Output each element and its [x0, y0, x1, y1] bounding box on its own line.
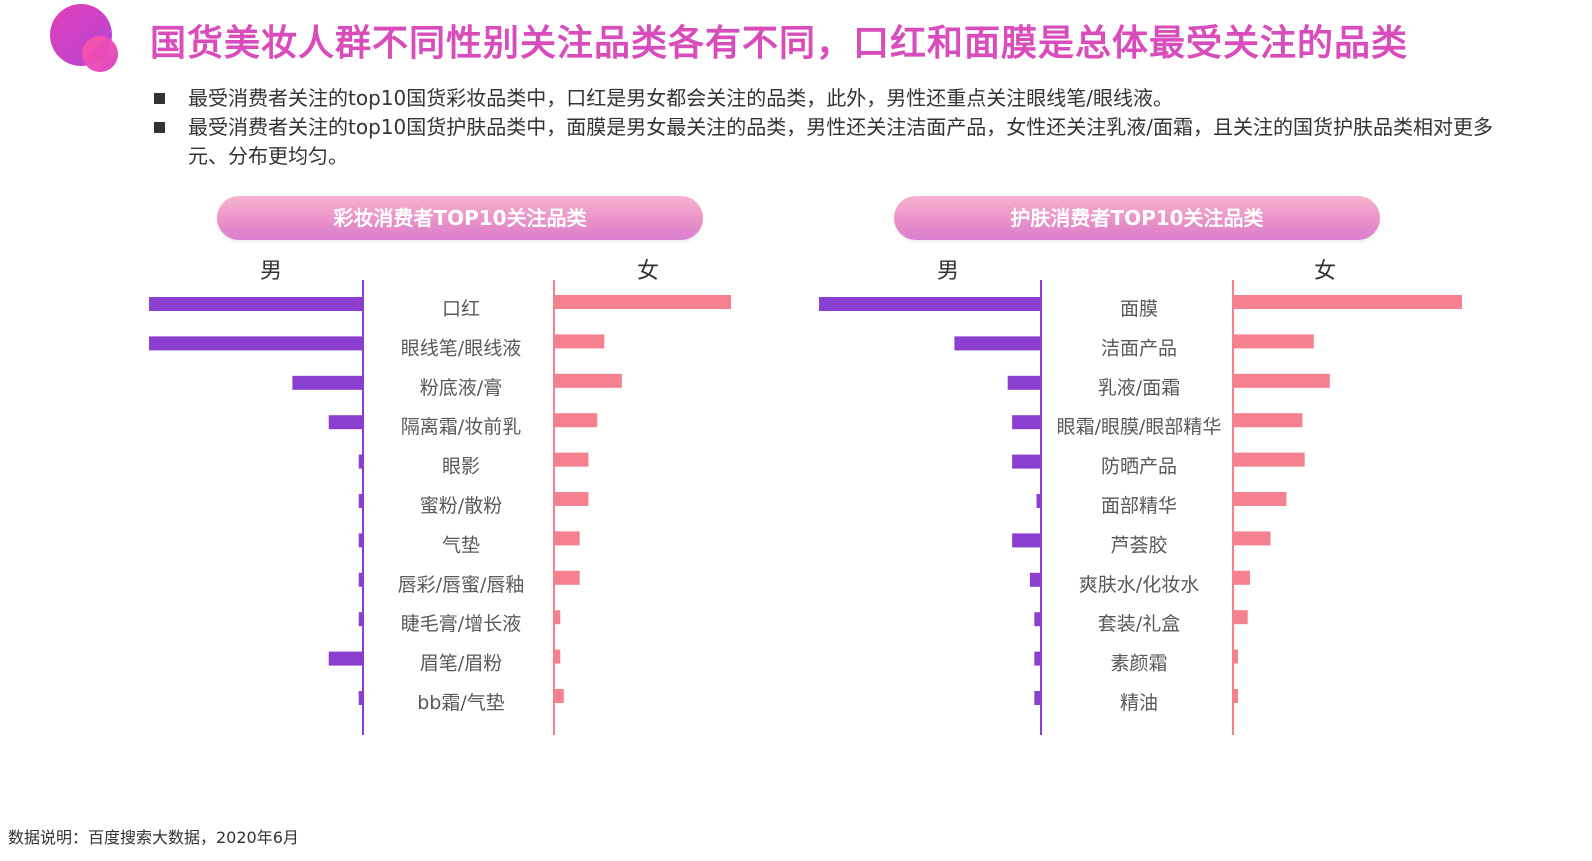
female-bar — [1234, 689, 1238, 703]
male-bar — [328, 415, 363, 430]
female-bar — [555, 570, 580, 585]
male-bar — [328, 651, 363, 666]
bullet-text: 最受消费者关注的top10国货彩妆品类中，口红是男女都会关注的品类，此外，男性还… — [188, 86, 1173, 110]
male-bar — [358, 612, 363, 627]
bullet-item: 最受消费者关注的top10国货护肤品类中，面膜是男女最关注的品类，男性还关注洁面… — [150, 113, 1530, 171]
female-bar — [1234, 531, 1271, 546]
female-bar — [555, 373, 622, 388]
female-bar — [555, 413, 598, 428]
bullet-item: 最受消费者关注的top10国货彩妆品类中，口红是男女都会关注的品类，此外，男性还… — [150, 84, 1530, 113]
male-bar — [1034, 612, 1041, 627]
female-bar — [1234, 413, 1303, 428]
female-bar — [1234, 295, 1462, 309]
male-bar — [954, 336, 1041, 351]
bullet-square-icon — [154, 122, 165, 133]
male-bar — [1007, 375, 1041, 390]
category-label: 粉底液/膏 — [420, 376, 502, 399]
male-bar — [358, 454, 363, 469]
category-label: 眉笔/眉粉 — [420, 653, 502, 675]
category-label: bb霜/气垫 — [417, 692, 505, 714]
category-label: 精油 — [1120, 692, 1158, 714]
female-bar — [555, 649, 561, 664]
male-bar — [358, 691, 363, 705]
female-bar — [1234, 570, 1250, 585]
male-bar — [358, 572, 363, 587]
male-bar — [819, 297, 1041, 311]
category-label: 唇彩/唇蜜/唇釉 — [398, 574, 525, 596]
category-label: 眼线笔/眼线液 — [401, 337, 521, 359]
male-bar — [1034, 691, 1041, 705]
category-label: 素颜霜 — [1110, 653, 1167, 675]
bullet-text: 最受消费者关注的top10国货护肤品类中，面膜是男女最关注的品类，男性还关注洁面… — [188, 115, 1493, 168]
male-bar — [1034, 651, 1041, 666]
male-bar — [1012, 533, 1041, 548]
male-bar — [1029, 572, 1041, 587]
female-bar — [555, 610, 561, 625]
category-label: 睫毛膏/增长液 — [401, 612, 521, 635]
category-label: 眼霜/眼膜/眼部精华 — [1057, 416, 1222, 438]
female-bar — [555, 452, 589, 467]
female-bar — [1234, 373, 1330, 388]
summary-bullets: 最受消费者关注的top10国货彩妆品类中，口红是男女都会关注的品类，此外，男性还… — [150, 84, 1530, 171]
male-bar — [358, 533, 363, 548]
male-bar — [358, 494, 363, 508]
female-bar — [555, 492, 589, 506]
category-label: 气垫 — [442, 534, 480, 556]
female-bar — [555, 689, 564, 703]
male-bar — [1036, 494, 1041, 508]
female-bar — [1234, 492, 1287, 506]
female-bar — [1234, 649, 1238, 664]
male-bar — [1012, 454, 1041, 469]
brand-logo — [48, 4, 124, 74]
female-bar — [1234, 610, 1248, 625]
category-label: 面部精华 — [1101, 495, 1177, 517]
male-header: 男 — [260, 259, 282, 284]
male-header: 男 — [937, 259, 959, 284]
category-label: 面膜 — [1120, 298, 1158, 320]
category-label: 乳液/面霜 — [1098, 377, 1180, 399]
page-title: 国货美妆人群不同性别关注品类各有不同，口红和面膜是总体最受关注的品类 — [150, 23, 1409, 64]
male-bar — [292, 375, 363, 390]
female-bar — [555, 531, 580, 546]
logo-circle-small — [82, 36, 118, 72]
female-bar — [555, 334, 605, 349]
male-bar — [1012, 415, 1041, 430]
female-header: 女 — [637, 259, 659, 284]
category-label: 芦荟胶 — [1110, 534, 1167, 556]
female-header: 女 — [1314, 259, 1336, 284]
category-label: 套装/礼盒 — [1098, 613, 1180, 635]
male-bar — [149, 336, 363, 351]
category-label: 隔离霜/妆前乳 — [401, 416, 521, 438]
category-label: 口红 — [442, 298, 480, 320]
female-bar — [1234, 452, 1305, 467]
category-label: 洁面产品 — [1101, 337, 1177, 359]
category-label: 蜜粉/散粉 — [420, 495, 502, 517]
bullet-square-icon — [154, 93, 165, 104]
skincare-chart-title: 护肤消费者TOP10关注品类 — [894, 196, 1380, 240]
makeup-chart-title: 彩妆消费者TOP10关注品类 — [217, 196, 703, 240]
category-label: 眼影 — [442, 456, 480, 478]
data-source-note: 数据说明：百度搜索大数据，2020年6月 — [8, 828, 299, 847]
female-bar — [1234, 334, 1314, 349]
male-bar — [149, 297, 363, 311]
female-bar — [555, 295, 731, 309]
category-label: 爽肤水/化妆水 — [1079, 574, 1199, 596]
category-label: 防晒产品 — [1101, 456, 1177, 478]
